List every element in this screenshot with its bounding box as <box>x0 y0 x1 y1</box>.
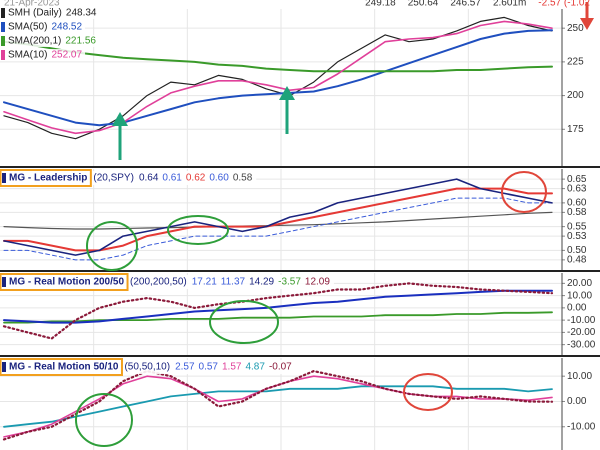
quote-value: -2.57 (-1.02 <box>538 0 590 9</box>
y-tick-label: 20.00 <box>567 278 592 289</box>
legend-swatch <box>1 8 5 18</box>
legend-readout: 11.37 <box>221 277 246 288</box>
y-tick-label: 0.53 <box>567 231 587 242</box>
legend-bg <box>0 7 100 19</box>
legend-readout: 2.57 <box>175 362 195 373</box>
y-tick-label: 0.50 <box>567 245 587 256</box>
legend-bg <box>0 49 86 61</box>
legend-swatch <box>2 173 6 183</box>
legend-readout: 221.56 <box>65 36 96 47</box>
quote-value: 246.57 <box>450 0 481 9</box>
legend-readout: 248.34 <box>66 8 97 19</box>
y-tick-label: 0.55 <box>567 221 587 232</box>
arrow <box>580 2 594 30</box>
legend-readout: 248.52 <box>51 22 82 33</box>
y-tick-label: 225 <box>567 57 584 68</box>
series-line <box>3 385 553 428</box>
quote-value: 250.64 <box>408 0 439 9</box>
series-line <box>2 370 554 441</box>
legend-bg <box>0 35 99 47</box>
legend-title-box <box>0 169 92 187</box>
legend-readout: 0.62 <box>186 173 206 184</box>
y-tick-label: 0.48 <box>567 255 587 266</box>
y-tick-label: -30.00 <box>567 339 596 350</box>
header-quote: -2.57 (-1.02 2.601m 246.57 250.64 249.18 <box>365 0 590 9</box>
legend-name: SMH (Daily) <box>8 8 62 19</box>
legend-name: SMA(50) <box>8 22 47 33</box>
legend-readout: -3.57 <box>278 277 301 288</box>
quote-value: 2.601m <box>493 0 526 9</box>
legend-readout: 14.29 <box>249 277 274 288</box>
y-tick-label: 10.00 <box>567 290 592 301</box>
series-line <box>3 197 553 261</box>
legend-readout: 17.21 <box>192 277 217 288</box>
legend-readout: 1.57 <box>222 362 242 373</box>
legend-bg <box>0 360 296 374</box>
y-tick-label: -10.00 <box>567 421 596 432</box>
panel: 10.00 0.00 -10.00 MG - Real Motion 50/10 (50… <box>0 355 600 450</box>
plots: 175 200 225 250 SMH (Daily) 248.34 SMA(50) 248.… <box>0 7 600 450</box>
legend-swatch <box>1 36 5 46</box>
legend-params: (20,SPY) <box>93 173 134 184</box>
legend-params: (200,200,50) <box>130 277 187 288</box>
quote-value: 249.18 <box>365 0 396 9</box>
legend-readout: -0.07 <box>269 362 292 373</box>
legend-bg <box>0 171 257 185</box>
y-tick-label: 200 <box>567 90 584 101</box>
legend-name: SMA(200,1) <box>8 36 61 47</box>
series-line <box>3 289 553 324</box>
panel: 175 200 225 250 SMH (Daily) 248.34 SMA(50) 248.… <box>0 7 584 166</box>
circle-annotation <box>501 171 547 213</box>
arrow <box>279 86 295 134</box>
y-tick-label: -20.00 <box>567 327 596 338</box>
annotations <box>75 2 594 447</box>
y-tick-label: 0.00 <box>567 303 587 314</box>
y-tick-label: 0.63 <box>567 183 587 194</box>
y-tick-label: 175 <box>567 124 584 135</box>
circle-annotation <box>403 373 453 411</box>
legend-name: SMA(10) <box>8 50 47 61</box>
legend-params: (50,50,10) <box>124 362 170 373</box>
legend-title-box <box>0 358 123 376</box>
series-line <box>3 40 553 73</box>
legend-title: MG - Real Motion 200/50 <box>9 277 124 288</box>
legend-readout: 0.58 <box>233 173 253 184</box>
series-line <box>2 282 554 340</box>
y-tick-label: -10.00 <box>567 315 596 326</box>
y-tick-label: 250 <box>567 23 584 34</box>
y-tick-label: 0.00 <box>567 396 587 407</box>
y-tick-label: 0.65 <box>567 174 587 185</box>
legend-readout: 4.87 <box>245 362 265 373</box>
series-line <box>3 178 553 256</box>
legend-readout: 12.09 <box>305 277 330 288</box>
legend-title: MG - Leadership <box>9 173 87 184</box>
circle-annotation <box>86 221 138 271</box>
legend-title: MG - Real Motion 50/10 <box>9 362 119 373</box>
circle-annotation <box>75 393 133 447</box>
arrow <box>112 112 128 160</box>
legend-swatch <box>2 362 6 372</box>
legend-swatch <box>2 277 6 287</box>
legend-readout: 0.57 <box>199 362 219 373</box>
legend-bg <box>0 21 86 33</box>
legend-swatch <box>1 50 5 60</box>
legend-readout: 252.07 <box>51 50 82 61</box>
legend-bg <box>0 275 334 289</box>
header-date: 21-Apr-2023 <box>4 0 60 9</box>
y-tick-label: 0.58 <box>567 207 587 218</box>
legend-readout: 0.61 <box>162 173 182 184</box>
legend-title-box <box>0 273 129 291</box>
legend-readout: 0.60 <box>209 173 229 184</box>
circle-annotation <box>167 215 229 245</box>
y-tick-label: 10.00 <box>567 371 592 382</box>
series-line <box>3 20 553 135</box>
circle-annotation <box>209 300 279 344</box>
series-line <box>3 29 553 127</box>
legend-swatch <box>1 22 5 32</box>
y-tick-label: 0.60 <box>567 198 587 209</box>
legend-readout: 0.64 <box>139 173 159 184</box>
